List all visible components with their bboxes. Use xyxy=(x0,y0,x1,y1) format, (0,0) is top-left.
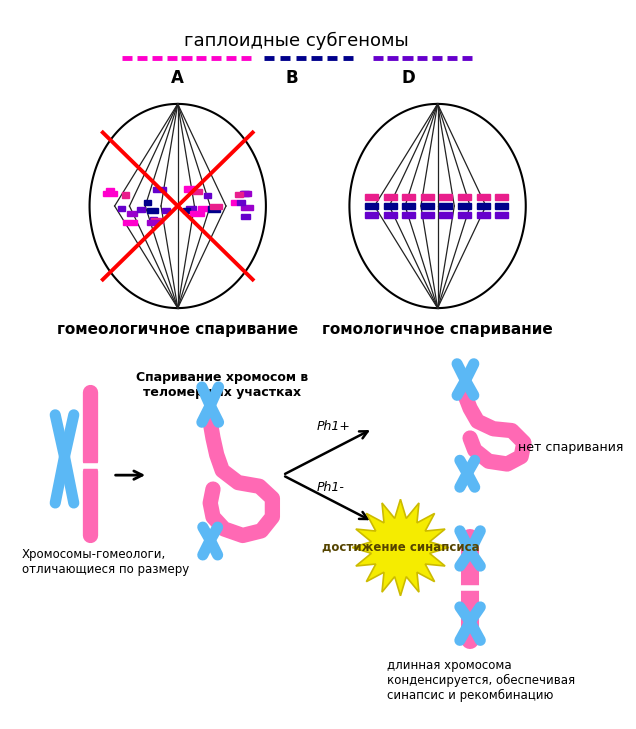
Bar xyxy=(235,192,243,198)
Bar xyxy=(476,203,490,208)
Text: Ph1+: Ph1+ xyxy=(317,421,351,433)
Bar xyxy=(458,194,471,200)
Bar xyxy=(439,194,452,200)
Bar xyxy=(403,212,415,218)
Text: достижение синапсиса: достижение синапсиса xyxy=(322,541,480,554)
Bar xyxy=(198,206,209,211)
Text: B: B xyxy=(286,69,298,87)
Bar xyxy=(495,212,508,218)
Bar xyxy=(241,191,249,196)
Bar xyxy=(403,203,415,208)
Text: гаплоидные субгеномы: гаплоидные субгеномы xyxy=(184,31,409,50)
Bar xyxy=(458,203,471,208)
Bar xyxy=(186,206,197,211)
Bar xyxy=(102,191,117,196)
Bar xyxy=(365,212,378,218)
Bar xyxy=(162,208,170,213)
Bar xyxy=(365,203,378,208)
Bar xyxy=(495,194,508,200)
Text: длинная хромосома
конденсируется, обеспечивая
синапсис и рекомбинацию: длинная хромосома конденсируется, обеспе… xyxy=(387,659,575,702)
Bar xyxy=(147,220,159,225)
Bar xyxy=(384,194,397,200)
Bar xyxy=(439,212,452,218)
Bar xyxy=(421,194,434,200)
Bar xyxy=(147,208,158,213)
Bar xyxy=(365,194,378,200)
Bar xyxy=(240,191,251,196)
Bar xyxy=(240,214,250,219)
Text: гомологичное спаривание: гомологичное спаривание xyxy=(322,322,553,337)
Polygon shape xyxy=(352,499,449,596)
Text: D: D xyxy=(401,69,415,87)
Bar xyxy=(150,217,156,222)
Bar xyxy=(183,208,190,213)
Bar xyxy=(204,193,211,198)
Text: нет спаривания: нет спаривания xyxy=(518,441,624,454)
Bar xyxy=(209,206,219,211)
Bar xyxy=(237,200,245,205)
Bar xyxy=(231,200,237,205)
Bar xyxy=(476,212,490,218)
Bar xyxy=(241,205,252,210)
Bar xyxy=(403,194,415,200)
Bar xyxy=(153,187,166,192)
Bar xyxy=(190,211,204,216)
Bar xyxy=(106,189,114,194)
Bar xyxy=(384,203,397,208)
Bar xyxy=(421,212,434,218)
Bar xyxy=(210,204,223,209)
Bar xyxy=(123,220,137,225)
Bar xyxy=(184,187,195,192)
Text: гомеологичное спаривание: гомеологичное спаривание xyxy=(57,322,298,337)
Bar xyxy=(192,190,202,195)
Bar xyxy=(384,212,397,218)
Bar xyxy=(118,206,125,211)
Bar xyxy=(144,200,151,205)
Text: Спаривание хромосом в
теломерных участках: Спаривание хромосом в теломерных участка… xyxy=(136,371,308,399)
Bar xyxy=(421,203,434,208)
Text: A: A xyxy=(171,69,184,87)
Bar xyxy=(122,192,129,198)
Bar xyxy=(137,207,145,212)
Bar xyxy=(151,218,163,223)
Bar xyxy=(495,203,508,208)
Text: Хромосомы-гомеологи,
отличающиеся по размеру: Хромосомы-гомеологи, отличающиеся по раз… xyxy=(22,547,189,575)
Bar xyxy=(127,211,137,216)
Bar xyxy=(439,203,452,208)
Text: Ph1-: Ph1- xyxy=(317,480,345,494)
Bar xyxy=(476,194,490,200)
Bar xyxy=(458,212,471,218)
